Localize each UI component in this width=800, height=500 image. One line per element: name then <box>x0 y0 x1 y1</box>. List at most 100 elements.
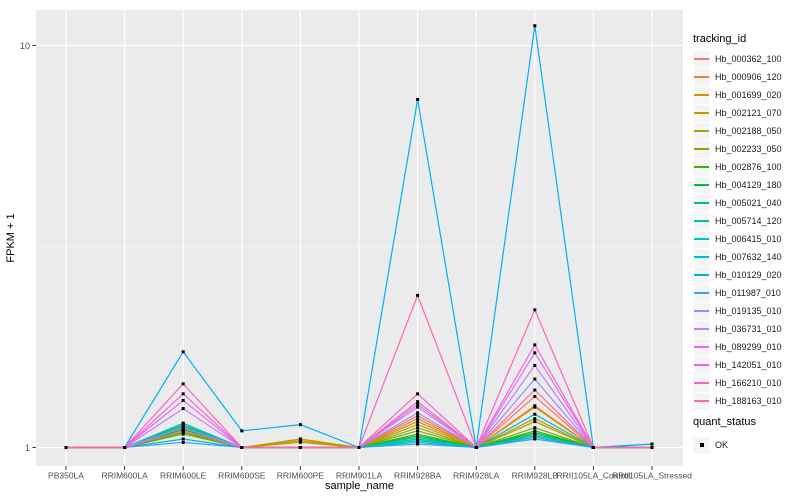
legend-line-icon <box>694 166 709 168</box>
x-tick-label: RRIM928BA <box>394 471 442 481</box>
data-point <box>181 392 185 396</box>
data-point <box>181 423 185 427</box>
data-point <box>416 414 420 418</box>
data-point <box>533 24 537 28</box>
legend-item-label: Hb_000362_100 <box>715 54 782 64</box>
legend-item-label: Hb_011987_010 <box>715 288 781 298</box>
legend-line-icon <box>694 274 709 276</box>
data-point <box>416 392 420 396</box>
legend-key-swatch <box>693 356 710 374</box>
data-point <box>533 426 537 430</box>
data-point <box>357 446 361 449</box>
legend-item-Hb_011987_010: Hb_011987_010 <box>693 284 782 302</box>
data-point <box>533 435 537 439</box>
legend-line-icon <box>694 238 709 240</box>
y-tick-label: 10 <box>20 41 30 51</box>
legend-line-icon <box>694 220 709 222</box>
data-point <box>533 430 537 434</box>
data-point <box>416 417 420 421</box>
legend-item-Hb_036731_010: Hb_036731_010 <box>693 320 782 338</box>
legend-key-swatch <box>693 104 710 122</box>
x-tick-label: RRIM600LE <box>160 471 207 481</box>
legend-item-label: OK <box>715 440 729 450</box>
legend-key-swatch <box>693 212 710 230</box>
legend-key-swatch <box>693 230 710 248</box>
data-point <box>533 363 537 367</box>
legend-item-label: Hb_002233_050 <box>715 144 782 154</box>
legend-item-Hb_188163_010: Hb_188163_010 <box>693 392 782 410</box>
data-point <box>123 446 127 449</box>
legend-item-ok: OK <box>693 436 728 454</box>
x-tick-label: RRIM600PE <box>277 471 325 481</box>
legend-item-label: Hb_005021_040 <box>715 198 782 208</box>
y-tick-label: 1 <box>25 443 30 453</box>
legend-key-swatch <box>693 194 710 212</box>
legend-line-icon <box>694 310 709 312</box>
legend-item-label: Hb_188163_010 <box>715 396 782 406</box>
legend-line-icon <box>694 184 709 186</box>
legend-item-label: Hb_089299_010 <box>715 342 782 352</box>
data-point <box>416 402 420 406</box>
data-point <box>181 432 185 436</box>
data-point <box>181 382 185 386</box>
legend-key-swatch <box>693 248 710 266</box>
legend-key-swatch <box>693 122 710 140</box>
data-point <box>298 446 302 449</box>
legend-item-Hb_000906_120: Hb_000906_120 <box>693 68 782 86</box>
data-point <box>416 423 420 427</box>
data-point <box>533 437 537 441</box>
data-point <box>240 446 244 449</box>
legend-line-icon <box>694 94 709 96</box>
legend-line-icon <box>694 346 709 348</box>
data-point <box>181 427 185 431</box>
legend-item-label: Hb_006415_010 <box>715 234 782 244</box>
data-point <box>474 446 478 449</box>
legend-line-icon <box>694 382 709 384</box>
legend-key-swatch <box>693 158 710 176</box>
legend-item-Hb_019135_010: Hb_019135_010 <box>693 302 782 320</box>
data-point <box>181 440 185 444</box>
data-point <box>240 429 244 433</box>
data-point <box>181 421 185 425</box>
data-point <box>533 417 537 421</box>
x-tick-label: RRIM901LA <box>336 471 383 481</box>
legend-item-Hb_002121_070: Hb_002121_070 <box>693 104 782 122</box>
data-point <box>416 434 420 438</box>
legend-title-tracking-id: tracking_id <box>693 33 747 45</box>
legend-item-Hb_006415_010: Hb_006415_010 <box>693 230 782 248</box>
legend-line-icon <box>694 130 709 132</box>
x-tick-label: RRIM600LA <box>101 471 148 481</box>
data-point <box>416 440 420 444</box>
data-point <box>298 423 302 427</box>
data-point <box>650 442 654 446</box>
legend-line-icon <box>694 58 709 60</box>
legend-item-label: Hb_007632_140 <box>715 252 782 262</box>
legend-key-swatch <box>693 374 710 392</box>
quant-status-key <box>693 436 710 454</box>
y-axis-title: FPKM + 1 <box>5 213 17 263</box>
data-point <box>533 377 537 381</box>
legend-key-swatch <box>693 266 710 284</box>
legend-key-swatch <box>693 140 710 158</box>
tracking-id-legend-rows: Hb_000362_100 Hb_000906_120 Hb_001699_020 H… <box>693 50 782 410</box>
data-point-markers <box>64 24 654 449</box>
data-point <box>533 351 537 355</box>
legend-line-icon <box>694 328 709 330</box>
legend-line-icon <box>694 76 709 78</box>
legend-item-Hb_010129_020: Hb_010129_020 <box>693 266 782 284</box>
legend-item-label: Hb_005714_120 <box>715 216 782 226</box>
data-point <box>533 394 537 398</box>
data-point <box>181 407 185 411</box>
data-point <box>533 412 537 416</box>
data-point <box>416 429 420 433</box>
legend-line-icon <box>694 256 709 258</box>
data-point <box>533 429 537 433</box>
data-point <box>533 343 537 347</box>
x-tick-label: RRII105LA_Stressed <box>612 471 692 481</box>
legend-item-label: Hb_002188_050 <box>715 126 782 136</box>
legend-item-Hb_001699_020: Hb_001699_020 <box>693 86 782 104</box>
data-point <box>181 437 185 441</box>
legend-item-Hb_004129_180: Hb_004129_180 <box>693 176 782 194</box>
data-point <box>416 432 420 436</box>
